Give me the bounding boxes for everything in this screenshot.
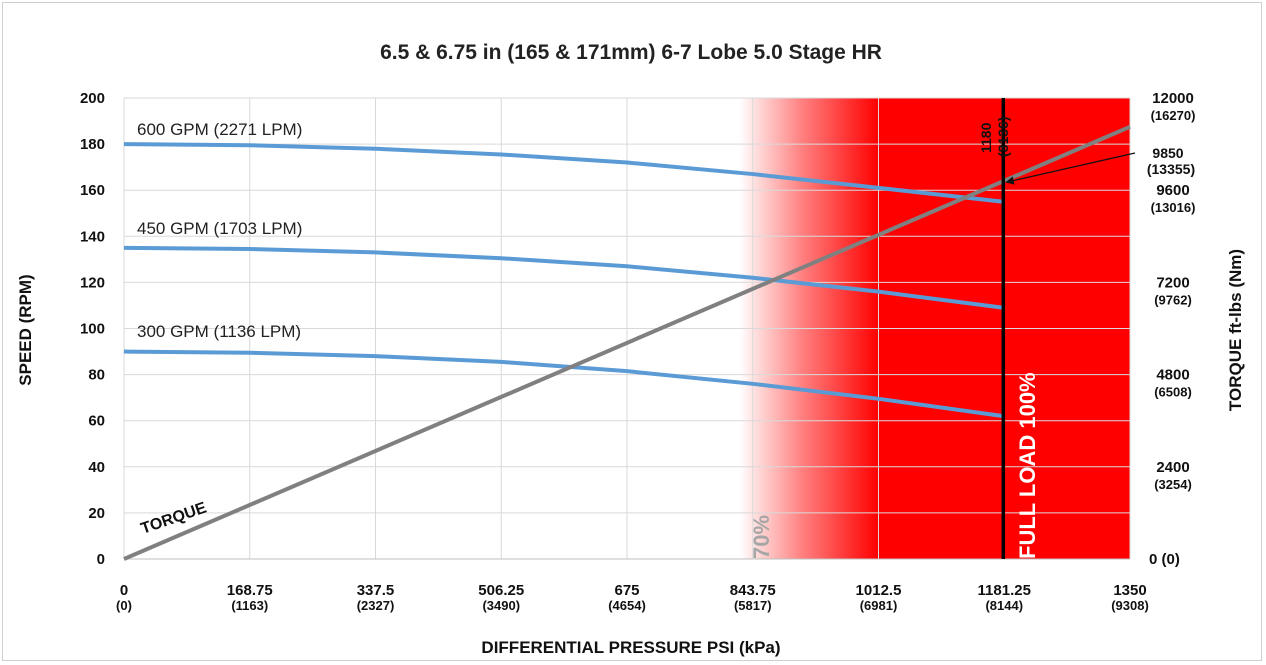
speed-torque-chart: 6.5 & 6.75 in (165 & 171mm) 6-7 Lobe 5.0… (16, 41, 1245, 657)
series-label: 300 GPM (1136 LPM) (137, 322, 301, 341)
y2-tick-sublabel: (3254) (1154, 477, 1192, 492)
x-tick-sublabel: (2327) (357, 598, 395, 613)
y-tick-label: 0 (97, 551, 105, 568)
x-tick-sublabel: (5817) (734, 598, 772, 613)
y2-tick-sublabel: (6508) (1154, 385, 1192, 400)
y2-tick-sublabel: (9762) (1154, 292, 1192, 307)
y2-tick-sublabel: (16270) (1151, 108, 1196, 123)
y-tick-label: 100 (80, 321, 105, 338)
series-label: 450 GPM (1703 LPM) (137, 219, 302, 238)
chart-title: 6.5 & 6.75 in (165 & 171mm) 6-7 Lobe 5.0… (380, 41, 882, 64)
x-tick-sublabel: (1163) (231, 598, 268, 613)
speed-curve (123, 349, 1004, 419)
torque-point-arrow (1005, 152, 1136, 185)
y2-tick-label: 2400 (1156, 459, 1189, 476)
y2-tick-sublabel: (13016) (1151, 200, 1196, 215)
series-label: 600 GPM (2271 LPM) (137, 120, 302, 139)
full-load-label: FULL LOAD 100% (1015, 372, 1040, 559)
y-tick-label: 40 (88, 459, 105, 476)
full-load-value: 1180 (978, 122, 994, 153)
x-tick-sublabel: (9308) (1111, 598, 1149, 613)
x-tick-label: 168.75 (227, 582, 273, 599)
y-axis-title: SPEED (RPM) (16, 274, 35, 385)
series-labels: 600 GPM (2271 LPM) 450 GPM (1703 LPM) 300 … (137, 117, 1195, 559)
x-tick-label: 1181.25 (978, 582, 1031, 599)
y-tick-label: 80 (88, 367, 105, 384)
x-tick-sublabel: (3490) (482, 598, 520, 613)
x-tick-label: 675 (614, 582, 639, 599)
y2-tick-label: 12000 (1152, 90, 1194, 107)
y2-axis-title: TORQUE ft-lbs (Nm) (1226, 249, 1245, 411)
torque-line (123, 124, 1131, 561)
y2-tick-label: 0 (0) (1149, 551, 1180, 568)
speed-curve (123, 142, 1004, 204)
y-tick-label: 160 (80, 182, 105, 199)
torque-point-value: 9850 (1152, 145, 1183, 161)
y-tick-label: 180 (80, 136, 105, 153)
x-tick-label: 0 (120, 582, 128, 599)
y-tick-label: 120 (80, 274, 105, 291)
y2-tick-label: 4800 (1156, 367, 1189, 384)
y-tick-label: 200 (80, 90, 105, 107)
x-tick-sublabel: (8144) (985, 598, 1023, 613)
x-tick-sublabel: (0) (116, 598, 132, 613)
y2-tick-label: 7200 (1156, 274, 1189, 291)
torque-label: TORQUE (139, 499, 209, 537)
torque-point-value-sub: (13355) (1147, 161, 1195, 177)
x-tick-sublabel: (4654) (608, 598, 646, 613)
speed-curve (123, 245, 1004, 310)
x-tick-label: 337.5 (357, 582, 395, 599)
x-tick-label: 1012.5 (856, 582, 902, 599)
x-tick-label: 506.25 (478, 582, 524, 599)
x-tick-label: 843.75 (730, 582, 776, 599)
series-lines (123, 98, 1131, 561)
x-tick-sublabel: (6981) (860, 598, 898, 613)
full-load-value-sub: (8136) (995, 117, 1011, 157)
x-axis-title: DIFFERENTIAL PRESSURE PSI (kPa) (481, 638, 780, 657)
x-tick-label: 1350 (1113, 582, 1146, 599)
axis-ticks: 0(0)168.75(1163)337.5(2327)506.25(3490)6… (80, 90, 1195, 613)
y-tick-label: 140 (80, 228, 105, 245)
y-tick-label: 20 (88, 505, 105, 522)
y-tick-label: 60 (88, 413, 105, 430)
y2-tick-label: 9600 (1156, 182, 1189, 199)
zone-70-label: 70% (749, 515, 774, 559)
